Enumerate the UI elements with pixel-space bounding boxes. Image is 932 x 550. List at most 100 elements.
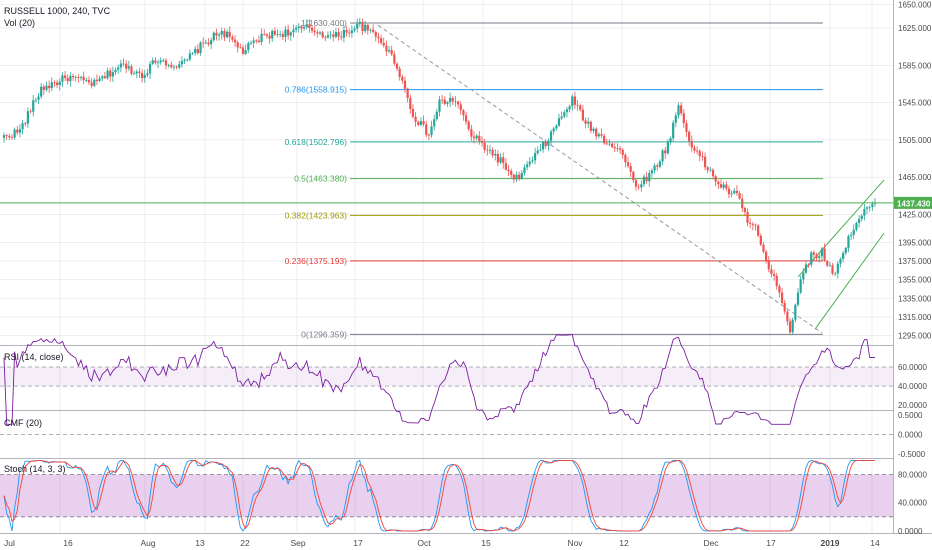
candle-body — [5, 135, 8, 136]
candle-body — [802, 272, 805, 280]
candle-body — [488, 149, 492, 151]
candlestick-series — [2, 17, 877, 335]
candle-body — [61, 75, 64, 82]
candle-body — [332, 34, 335, 37]
candle-body — [600, 134, 603, 136]
candle-body — [228, 31, 231, 37]
candle-body — [74, 77, 77, 78]
candle-body — [719, 184, 723, 188]
candle-body — [406, 88, 409, 99]
candle-body — [446, 102, 449, 104]
candle-body — [576, 104, 579, 106]
osc-tick-0-2: 20.0000 — [898, 401, 927, 410]
candle-body — [645, 176, 648, 182]
candle-body — [146, 73, 149, 75]
candle-body — [98, 78, 101, 81]
candle-body — [722, 184, 725, 188]
volume-title: Vol (20) — [4, 18, 35, 28]
candle-body — [178, 64, 181, 68]
candle-body — [804, 264, 808, 273]
candle-body — [491, 149, 494, 156]
candle-body — [796, 292, 800, 305]
price-tick-5: 1465.000 — [898, 173, 932, 182]
candle-body — [828, 265, 831, 267]
candle-body — [823, 248, 826, 261]
candle-body — [613, 147, 616, 149]
candle-body — [520, 172, 523, 179]
candle-body — [762, 244, 765, 252]
candle-body — [167, 64, 170, 66]
candle-body — [40, 86, 43, 97]
candle-body — [403, 80, 407, 89]
candle-body — [387, 50, 391, 52]
candle-body — [239, 47, 242, 49]
candle-body — [37, 96, 40, 100]
candle-body — [268, 35, 271, 39]
candle-body — [680, 105, 683, 114]
candle-body — [701, 156, 704, 157]
time-label-5: Sep — [290, 538, 305, 548]
candle-body — [90, 82, 93, 86]
candle-body — [308, 24, 311, 28]
candle-body — [382, 42, 385, 46]
candle-body — [496, 153, 500, 163]
candle-body — [34, 99, 37, 101]
candle-body — [698, 151, 701, 157]
candle-body — [215, 32, 218, 36]
osc-tick-2-0: 80.0000 — [898, 471, 927, 480]
candle-body — [162, 60, 165, 62]
candle-body — [71, 75, 75, 78]
candle-body — [103, 76, 107, 79]
candle-body — [571, 96, 574, 107]
price-tick-11: 1315.000 — [898, 313, 932, 322]
candle-body — [366, 24, 369, 31]
candle-body — [66, 77, 69, 82]
candle-body — [130, 66, 133, 74]
candle-body — [390, 50, 393, 55]
candle-body — [735, 190, 739, 194]
candle-body — [597, 134, 600, 137]
candle-body — [568, 106, 571, 110]
candle-body — [191, 53, 194, 54]
candle-body — [786, 311, 789, 322]
price-tick-7: 1395.000 — [898, 238, 932, 247]
time-axis[interactable]: Jul 16 Aug 13 22 Sep 17 Oct 15 Nov 12 Dec 17 2019 14 — [4, 538, 880, 548]
candle-body — [767, 261, 770, 270]
candle-body — [24, 123, 27, 124]
candle-body — [818, 256, 821, 259]
candle-body — [552, 128, 555, 132]
candle-body — [544, 142, 547, 146]
candle-body — [361, 21, 364, 32]
osc-tick-2-2: 0.0000 — [898, 527, 923, 536]
candle-body — [58, 81, 61, 86]
candle-body — [252, 40, 255, 43]
rsi-pane — [0, 334, 893, 425]
candle-body — [603, 135, 606, 144]
candle-body — [592, 128, 595, 131]
candle-body — [114, 69, 117, 73]
candle-body — [549, 131, 553, 141]
candle-body — [642, 176, 646, 185]
candle-body — [154, 60, 157, 63]
candle-body — [111, 72, 114, 77]
candle-body — [717, 181, 720, 185]
candle-body — [791, 319, 794, 333]
candle-body — [794, 304, 797, 320]
time-label-7: Oct — [417, 538, 431, 548]
osc-tick-2-1: 40.0000 — [898, 499, 927, 508]
candle-body — [372, 29, 375, 32]
candle-body — [379, 38, 383, 43]
candle-body — [2, 135, 6, 138]
time-label-14: 14 — [870, 538, 880, 548]
candle-body — [50, 82, 53, 89]
last-price-label: 1437.430 — [897, 199, 931, 208]
candle-body — [815, 254, 818, 259]
candle-body — [695, 150, 699, 152]
candle-body — [629, 166, 632, 172]
candle-body — [443, 99, 446, 104]
candle-body — [249, 42, 253, 44]
price-axis[interactable]: 1650.000 1625.000 1585.000 1545.000 1505.000… — [894, 0, 932, 536]
candle-body — [247, 43, 250, 51]
candle-body — [863, 208, 866, 216]
fib-retracement: 1(1630.400) 0.786(1558.915) 0.618(1502.796… — [285, 18, 823, 339]
